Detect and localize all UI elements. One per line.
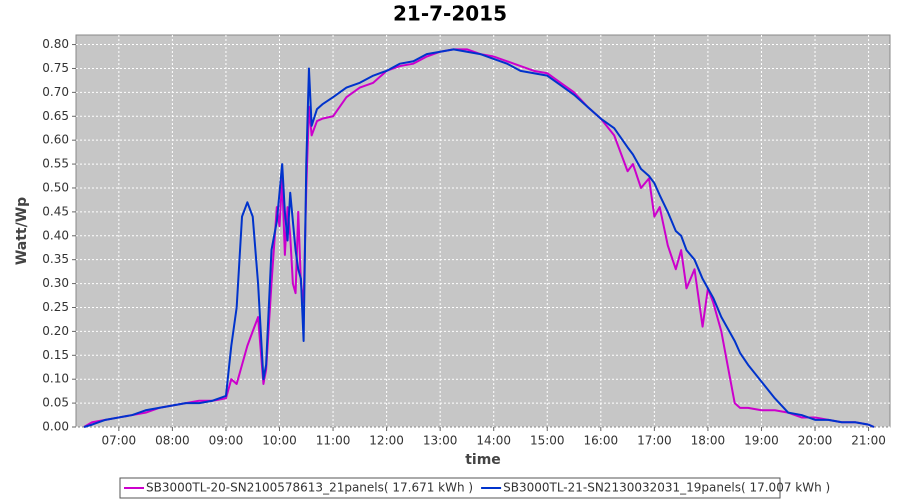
y-tick-label: 0.25 (42, 300, 69, 314)
y-tick-label: 0.55 (42, 157, 69, 171)
y-tick-label: 0.00 (42, 420, 69, 434)
y-tick-label: 0.35 (42, 252, 69, 266)
y-tick-label: 0.65 (42, 109, 69, 123)
legend-box (119, 477, 781, 499)
y-tick-label: 0.45 (42, 204, 69, 218)
x-tick-label: 13:00 (423, 434, 458, 448)
legend-label: SB3000TL-20-SN2100578613_21panels( 17.67… (146, 481, 473, 495)
x-tick-label: 16:00 (584, 434, 619, 448)
y-tick-label: 0.40 (42, 228, 69, 242)
x-tick-label: 08:00 (155, 434, 190, 448)
x-tick-label: 15:00 (530, 434, 565, 448)
x-tick-label: 18:00 (691, 434, 726, 448)
x-tick-label: 07:00 (102, 434, 137, 448)
plot-area (75, 34, 891, 428)
x-tick-label: 12:00 (369, 434, 404, 448)
x-tick-label: 19:00 (744, 434, 779, 448)
y-tick-label: 0.75 (42, 61, 69, 75)
x-tick-label: 14:00 (476, 434, 511, 448)
chart-title: 21-7-2015 (393, 2, 507, 26)
x-tick-label: 21:00 (851, 434, 886, 448)
x-tick-label: 20:00 (798, 434, 833, 448)
x-tick-label: 09:00 (209, 434, 244, 448)
data-line (83, 48, 875, 428)
y-tick-label: 0.30 (42, 276, 69, 290)
x-tick-label: 11:00 (316, 434, 351, 448)
y-tick-label: 0.50 (42, 180, 69, 194)
y-tick-label: 0.10 (42, 372, 69, 386)
y-tick-label: 0.05 (42, 396, 69, 410)
x-tick-label: 10:00 (262, 434, 297, 448)
x-axis-label: time (465, 452, 501, 468)
y-tick-label: 0.20 (42, 324, 69, 338)
y-axis-label: Watt/Wp (14, 197, 30, 265)
y-tick-label: 0.60 (42, 133, 69, 147)
x-tick-label: 17:00 (637, 434, 672, 448)
data-line (83, 48, 875, 428)
legend-label: SB3000TL-21-SN2130032031_19panels( 17.00… (503, 481, 830, 495)
y-tick-label: 0.80 (42, 37, 69, 51)
y-tick-label: 0.70 (42, 85, 69, 99)
y-tick-label: 0.15 (42, 348, 69, 362)
